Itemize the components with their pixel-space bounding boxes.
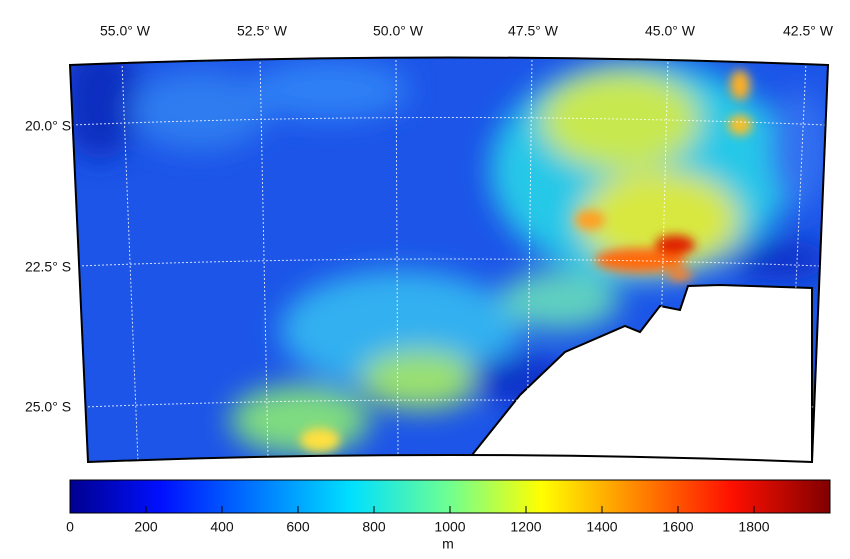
ocean [457, 283, 813, 462]
longitude-label: 45.0° W [645, 23, 696, 39]
colorbar-tick-label: 1200 [510, 519, 541, 535]
longitude-label: 55.0° W [100, 23, 151, 39]
colorbar-tick-label: 1600 [662, 519, 693, 535]
graticule [71, 57, 827, 462]
colorbar-label: m [442, 536, 454, 552]
elevation-map [70, 57, 828, 462]
colorbar-tick-label: 1400 [586, 519, 617, 535]
longitude-label: 42.5° W [783, 23, 834, 39]
colorbar-tick-label: 1800 [738, 519, 769, 535]
longitude-label: 47.5° W [508, 23, 559, 39]
colorbar-tick-label: 400 [210, 519, 234, 535]
colorbar-tick-label: 600 [286, 519, 310, 535]
map-frame [68, 56, 830, 464]
colorbar-tick-label: 800 [362, 519, 386, 535]
colorbar-tick-label: 200 [134, 519, 158, 535]
colorbar-tick-label: 1000 [434, 519, 465, 535]
longitude-label: 52.5° W [237, 23, 288, 39]
latitude-label: 20.0° S [25, 118, 71, 134]
colorbar-tick-label: 0 [66, 519, 74, 535]
latitude-label: 25.0° S [25, 399, 71, 415]
latitude-label: 22.5° S [25, 259, 71, 275]
longitude-label: 50.0° W [373, 23, 424, 39]
